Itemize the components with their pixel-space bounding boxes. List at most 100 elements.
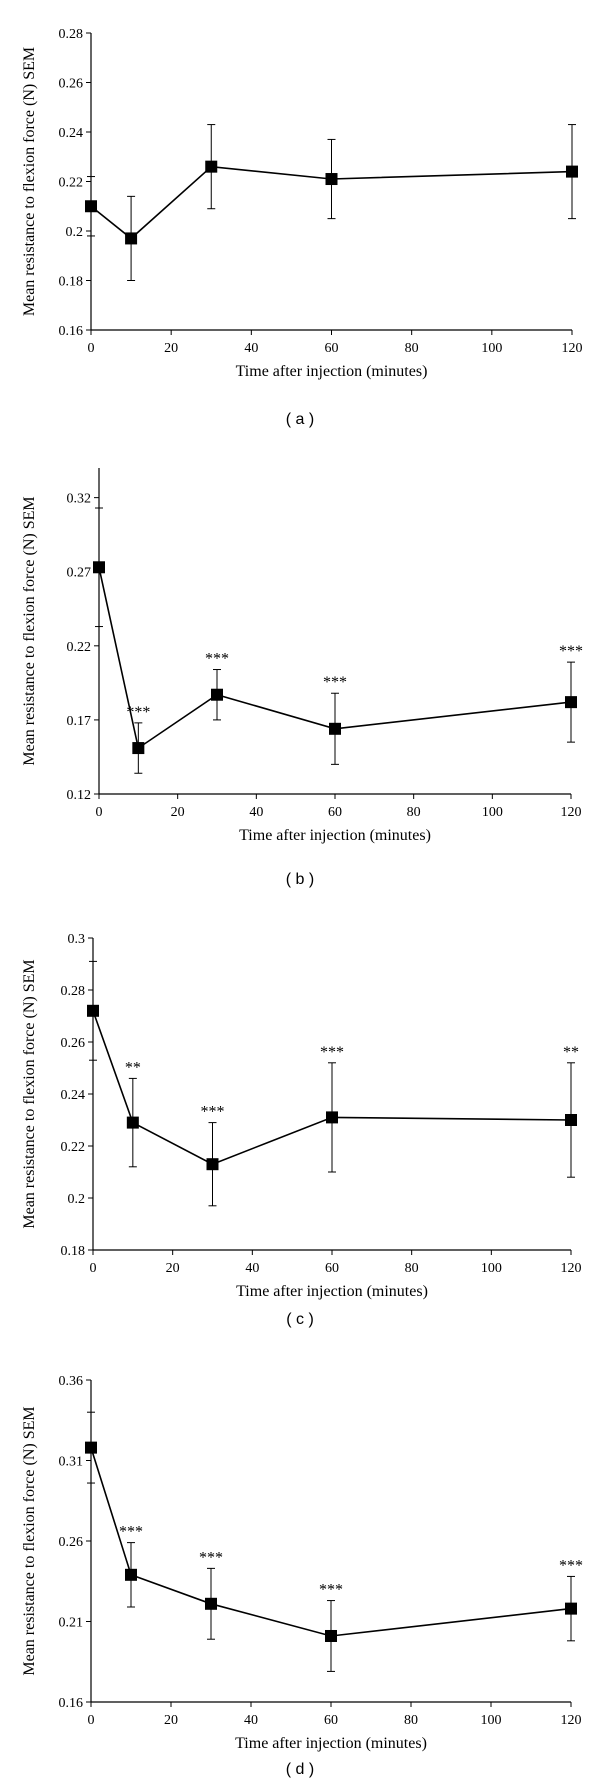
x-tick-label: 60 [324,1713,338,1728]
x-tick-label: 100 [481,1713,502,1728]
x-axis-title: Time after injection (minutes) [236,363,428,380]
data-point-marker [325,173,338,186]
x-tick-label: 80 [405,341,419,356]
y-tick-label: 0.22 [67,640,92,655]
panel-label-a: ( a ) [286,411,314,428]
x-axis-title: Time after injection (minutes) [235,1735,427,1752]
y-tick-label: 0.22 [59,176,84,191]
chart-panel-b: ( b ) 0 20 40 60 80 100 120 0.12 0.17 0.22 0.27 0.3… [21,468,583,888]
data-point-marker [126,1116,139,1129]
y-tick-label: 0.21 [59,1616,84,1631]
y-tick-label: 0.17 [67,714,92,729]
data-point-marker [85,200,97,213]
x-tick-label: 0 [88,1713,95,1728]
data-point-marker [125,232,138,245]
data-point-marker [326,1111,338,1124]
x-tick-label: 120 [562,341,583,356]
significance-label: *** [199,1549,223,1566]
y-tick-label: 0.16 [59,1696,84,1711]
data-point-marker [93,561,105,574]
y-tick-label: 0.31 [59,1455,84,1470]
panel-label-d: ( d ) [286,1761,314,1778]
x-tick-label: 120 [561,1261,582,1276]
x-tick-label: 0 [96,805,103,820]
data-point-marker [565,696,577,709]
x-tick-label: 0 [88,341,95,356]
x-tick-label: 40 [244,341,258,356]
y-tick-label: 0.18 [61,1244,86,1259]
data-point-marker [325,1629,337,1642]
y-tick-label: 0.16 [59,324,84,339]
data-point-marker [85,1441,97,1454]
x-tick-label: 40 [244,1713,258,1728]
y-axis-title: Mean resistance to flexion force (N) SEM [21,496,38,765]
data-point-marker [132,742,145,755]
y-tick-label: 0.2 [66,225,84,240]
y-tick-label: 0.26 [61,1036,86,1051]
y-tick-label: 0.28 [59,27,84,42]
x-tick-label: 80 [405,1261,419,1276]
x-tick-label: 40 [249,805,263,820]
significance-label: *** [119,1524,143,1541]
y-axis-title: Mean resistance to flexion force (N) SEM [21,1406,38,1675]
x-tick-label: 60 [325,1261,339,1276]
x-tick-label: 100 [482,805,503,820]
significance-label: *** [320,1044,344,1061]
y-tick-label: 0.3 [68,932,86,947]
y-tick-label: 0.32 [67,492,92,507]
y-tick-label: 0.26 [59,77,84,92]
data-point-marker [205,1597,217,1610]
significance-label: ** [125,1059,141,1076]
data-point-marker [206,1158,219,1171]
data-point-marker [211,688,223,701]
data-point-marker [87,1004,99,1017]
x-tick-label: 60 [325,341,339,356]
x-tick-label: 100 [481,341,502,356]
x-tick-label: 20 [171,805,185,820]
chart-panel-c: ( c ) 0 20 40 60 80 100 120 0.18 0.2 0.22 0.24 0.26… [21,932,582,1328]
significance-label: *** [126,704,150,721]
chart-panel-a: ( a ) 0 20 40 60 80 100 120 0.16 0.18 0.2 0.22 0.24… [21,27,583,428]
x-tick-label: 120 [561,1713,582,1728]
y-axis-title: Mean resistance to flexion force (N) SEM [21,47,38,316]
y-tick-label: 0.12 [67,788,92,803]
data-point-marker [565,1602,577,1615]
x-axis-title: Time after injection (minutes) [236,1283,428,1300]
y-tick-label: 0.36 [59,1374,84,1389]
x-tick-label: 80 [407,805,421,820]
chart-panel-d: ( d ) 0 20 40 60 80 100 120 0.16 0.21 0.26 0.31 0.3… [21,1374,583,1778]
x-tick-label: 60 [328,805,342,820]
y-tick-label: 0.28 [61,984,86,999]
significance-label: *** [201,1104,225,1121]
y-tick-label: 0.2 [68,1192,86,1207]
significance-label: *** [559,643,583,660]
x-tick-label: 80 [404,1713,418,1728]
data-point-marker [125,1568,137,1581]
x-tick-label: 40 [245,1261,259,1276]
data-point-marker [565,1114,577,1126]
data-point-marker [329,722,341,735]
panel-label-c: ( c ) [286,1311,314,1328]
significance-label: *** [319,1582,343,1599]
x-axis-title: Time after injection (minutes) [239,827,431,844]
x-tick-label: 100 [481,1261,502,1276]
panel-label-b: ( b ) [286,871,314,888]
y-tick-label: 0.18 [59,275,84,290]
x-tick-label: 0 [90,1261,97,1276]
significance-label: *** [559,1557,583,1574]
x-tick-label: 20 [164,341,178,356]
y-tick-label: 0.24 [59,126,84,141]
y-tick-label: 0.26 [59,1535,84,1550]
x-tick-label: 20 [164,1713,178,1728]
data-point-marker [566,165,578,178]
significance-label: *** [205,651,229,668]
y-tick-label: 0.27 [67,566,92,581]
x-tick-label: 20 [166,1261,180,1276]
significance-label: ** [563,1044,579,1061]
significance-label: *** [323,674,347,691]
data-point-marker [205,160,218,173]
y-tick-label: 0.22 [61,1140,86,1155]
y-tick-label: 0.24 [61,1088,86,1103]
x-tick-label: 120 [561,805,582,820]
